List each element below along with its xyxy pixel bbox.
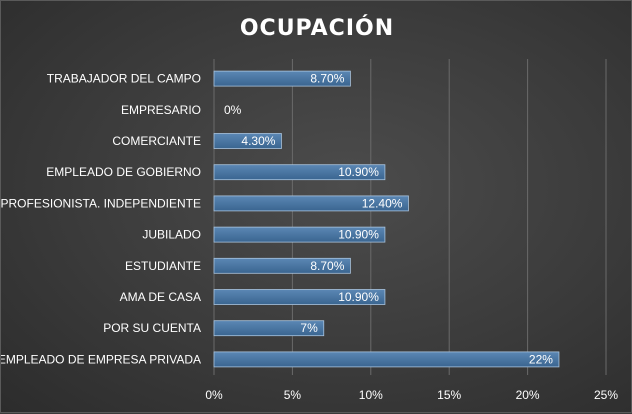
bar [213,133,282,149]
x-tick-label: 0% [205,388,223,402]
data-label: 7% [300,321,318,335]
category-label: COMERCIANTE [112,134,201,148]
category-label: JUBILADO [142,228,201,242]
data-label: 4.30% [241,134,275,148]
category-labels: TRABAJADOR DEL CAMPO EMPRESARIO COMERCIANT… [1,72,201,367]
bar [213,195,409,212]
category-label: EMPRESARIO [121,103,201,117]
chart-title: OCUPACIÓN [240,15,394,41]
bar [213,289,386,305]
bar [213,226,386,243]
data-labels: 8.70% 0% 4.30% 10.90% 12.40% 10.90% 8.70% 10.90… [224,72,553,367]
category-label: EMPLEADO DE GOBIERNO [46,165,201,179]
bar [213,70,351,87]
x-tick-label: 5% [284,388,302,402]
x-tick-label: 10% [359,388,383,402]
data-label: 0% [224,103,242,117]
category-label: TRABAJADOR DEL CAMPO [47,72,201,86]
x-tick-labels: 0% 5% 10% 15% 20% 25% [205,388,618,402]
bar [213,320,325,337]
bars [213,70,560,368]
category-label: EMPLEADO DE EMPRESA PRIVADA [1,352,201,366]
category-label: PROFESIONISTA. INDEPENDIENTE [1,196,201,210]
data-label: 8.70% [310,259,344,273]
category-label: POR SU CUENTA [103,321,201,335]
data-label: 10.90% [338,165,379,179]
x-tick-label: 15% [437,388,461,402]
data-label: 8.70% [310,72,344,86]
data-label: 22% [529,352,553,366]
bar [213,351,560,368]
bar [213,257,351,274]
data-label: 10.90% [338,228,379,242]
data-label: 12.40% [362,196,403,210]
x-tick-label: 25% [594,388,618,402]
category-label: ESTUDIANTE [125,259,201,273]
bar [213,164,386,181]
x-tick-label: 20% [516,388,540,402]
category-label: AMA DE CASA [120,290,201,304]
data-label: 10.90% [338,290,379,304]
